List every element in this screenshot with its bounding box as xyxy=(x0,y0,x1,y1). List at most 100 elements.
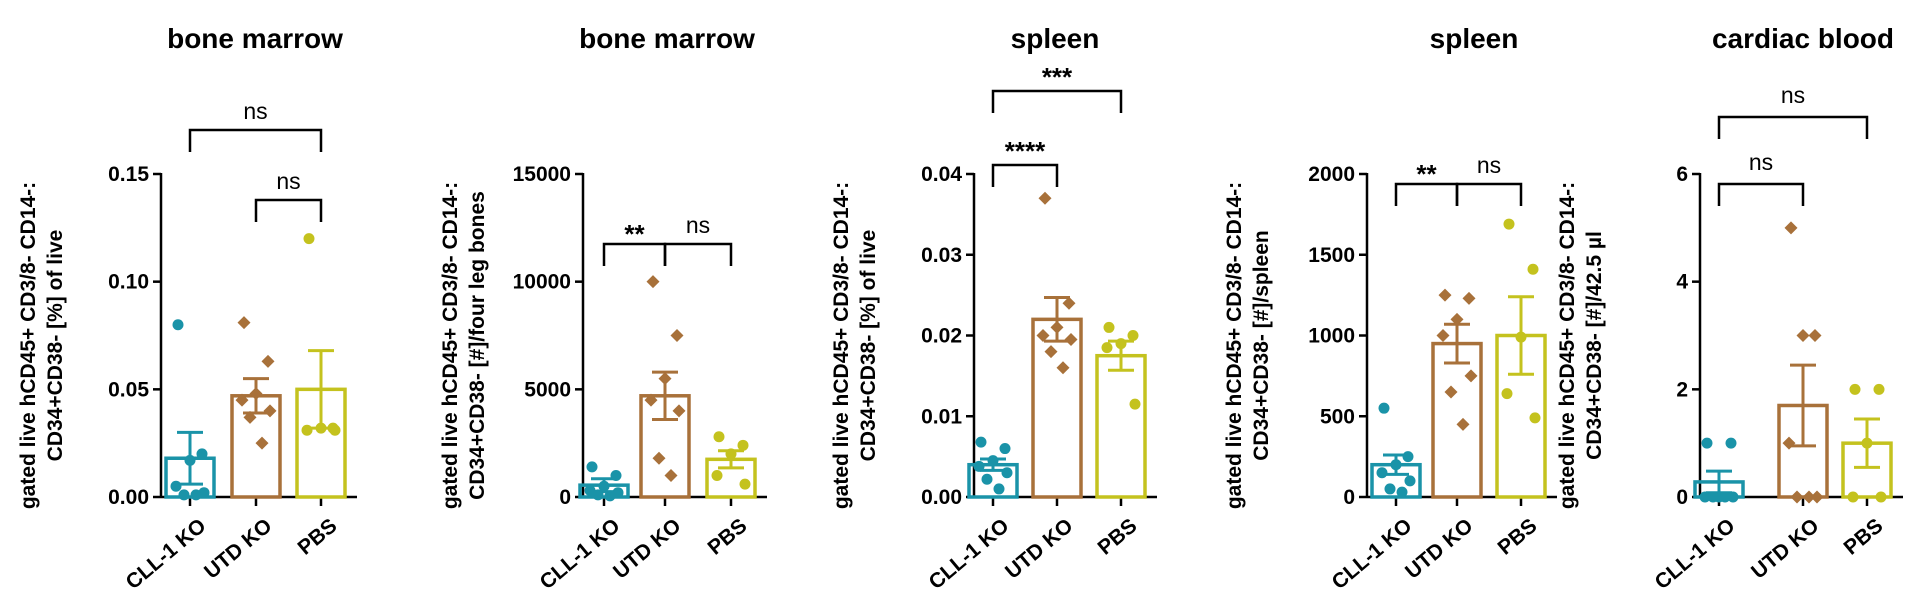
data-point xyxy=(1038,191,1052,205)
significance-label: **** xyxy=(1005,136,1046,166)
data-point xyxy=(586,461,598,473)
y-tick-label: 0.00 xyxy=(108,486,149,509)
y-axis-label-line: CD34+CD38- [%] of live xyxy=(44,230,67,462)
data-point xyxy=(1719,491,1731,503)
x-category-label: UTD KO xyxy=(1747,514,1823,583)
y-tick-label: 0.15 xyxy=(108,163,149,186)
significance-label: ns xyxy=(1477,152,1501,178)
data-point xyxy=(711,469,723,481)
data-point xyxy=(1861,437,1873,449)
x-category-label: UTD KO xyxy=(609,514,685,583)
data-point xyxy=(598,480,610,492)
data-point xyxy=(1103,321,1115,333)
significance-label: ns xyxy=(1749,149,1773,175)
y-tick-label: 15000 xyxy=(513,163,571,186)
data-point xyxy=(1725,437,1737,449)
significance-label: ** xyxy=(1416,159,1437,189)
data-point xyxy=(987,455,999,467)
y-axis-label: gated live hCD45+ CD3/8- CD14-: CD34+CD38… xyxy=(439,182,489,509)
panel-3: spleen gated live hCD45+ CD3/8- CD14-: CD3… xyxy=(830,23,1157,594)
bar-utd-ko xyxy=(1431,341,1483,499)
data-point xyxy=(737,439,749,451)
y-axis-label-line: CD34+CD38- [%] of live xyxy=(857,230,880,462)
significance-label: ns xyxy=(243,98,267,124)
data-point xyxy=(1527,263,1539,275)
data-point xyxy=(329,424,341,436)
y-tick-label: 0.00 xyxy=(921,486,962,509)
y-tick-label: 0.03 xyxy=(921,244,962,267)
data-point xyxy=(1529,412,1541,424)
data-point xyxy=(1376,467,1388,479)
data-point xyxy=(1501,388,1513,400)
data-point xyxy=(1701,437,1713,449)
panel-title: cardiac blood xyxy=(1712,23,1894,54)
data-point xyxy=(1810,490,1824,504)
significance-bracket xyxy=(254,198,323,222)
panel-5: cardiac blood gated live hCD45+ CD3/8- CD… xyxy=(1556,23,1903,594)
data-point xyxy=(184,454,196,466)
data-point xyxy=(975,436,987,448)
significance-bracket xyxy=(991,163,1059,187)
data-point xyxy=(1450,312,1464,326)
data-point xyxy=(1782,436,1796,450)
x-category-label: PBS xyxy=(704,514,752,559)
data-point xyxy=(670,329,684,342)
y-tick-label: 0.04 xyxy=(921,163,962,186)
data-point xyxy=(981,473,993,485)
x-category-label: UTD KO xyxy=(200,514,276,583)
data-point xyxy=(1115,338,1127,350)
x-category-label: CLL-1 KO xyxy=(122,514,211,594)
data-point xyxy=(1396,486,1408,498)
significance-bracket xyxy=(1717,115,1869,139)
data-point xyxy=(592,489,604,501)
data-point xyxy=(664,468,678,482)
data-point xyxy=(1802,490,1816,504)
data-point xyxy=(1796,329,1810,342)
data-point xyxy=(1101,342,1113,354)
y-axis-label-line: gated live hCD45+ CD3/8- CD14-: xyxy=(1223,182,1246,509)
x-category-label: PBS xyxy=(294,514,342,559)
x-category-label: CLL-1 KO xyxy=(925,514,1014,594)
data-point xyxy=(243,410,257,424)
y-tick-label: 0 xyxy=(1676,486,1688,509)
significance-label: ns xyxy=(1781,82,1805,108)
y-axis-label-line: gated live hCD45+ CD3/8- CD14-: xyxy=(439,182,462,509)
y-tick-label: 2000 xyxy=(1308,163,1355,186)
panel-1: bone marrow gated live hCD45+ CD3/8- CD14… xyxy=(17,23,357,594)
data-point xyxy=(993,483,1005,495)
data-point xyxy=(255,436,269,450)
data-point xyxy=(1438,288,1452,302)
data-point xyxy=(610,469,622,481)
significance-bracket xyxy=(188,128,323,152)
data-point xyxy=(1384,483,1396,495)
x-category-label: PBS xyxy=(1494,514,1542,559)
data-point xyxy=(237,316,251,330)
significance-bracket xyxy=(663,242,733,266)
panel-title: spleen xyxy=(1011,23,1100,54)
data-point xyxy=(249,387,263,401)
data-point xyxy=(263,404,277,418)
x-category-label: UTD KO xyxy=(1001,514,1077,583)
data-point xyxy=(1402,451,1414,463)
y-axis-label-line: CD34+CD38- [#]/spleen xyxy=(1250,230,1273,461)
data-point xyxy=(604,490,616,502)
data-point xyxy=(1050,320,1064,334)
data-point xyxy=(1404,475,1416,487)
panel-4: spleen gated live hCD45+ CD3/8- CD14-: CD3… xyxy=(1223,23,1557,594)
y-tick-label: 0.01 xyxy=(921,405,962,428)
significance-bracket xyxy=(1455,182,1523,206)
y-axis-label-line: gated live hCD45+ CD3/8- CD14-: xyxy=(17,182,40,509)
data-point xyxy=(1847,491,1859,503)
y-tick-label: 2 xyxy=(1676,378,1688,401)
y-tick-label: 1500 xyxy=(1308,244,1355,267)
data-point xyxy=(973,460,985,472)
data-point xyxy=(1436,329,1450,342)
data-point xyxy=(301,424,313,436)
x-category-label: CLL-1 KO xyxy=(1328,514,1417,594)
panel-title: spleen xyxy=(1430,23,1519,54)
y-axis-label: gated live hCD45+ CD3/8- CD14-: CD34+CD38… xyxy=(1223,182,1273,509)
data-point xyxy=(1790,490,1804,504)
data-point xyxy=(713,431,725,443)
data-point xyxy=(261,354,275,368)
